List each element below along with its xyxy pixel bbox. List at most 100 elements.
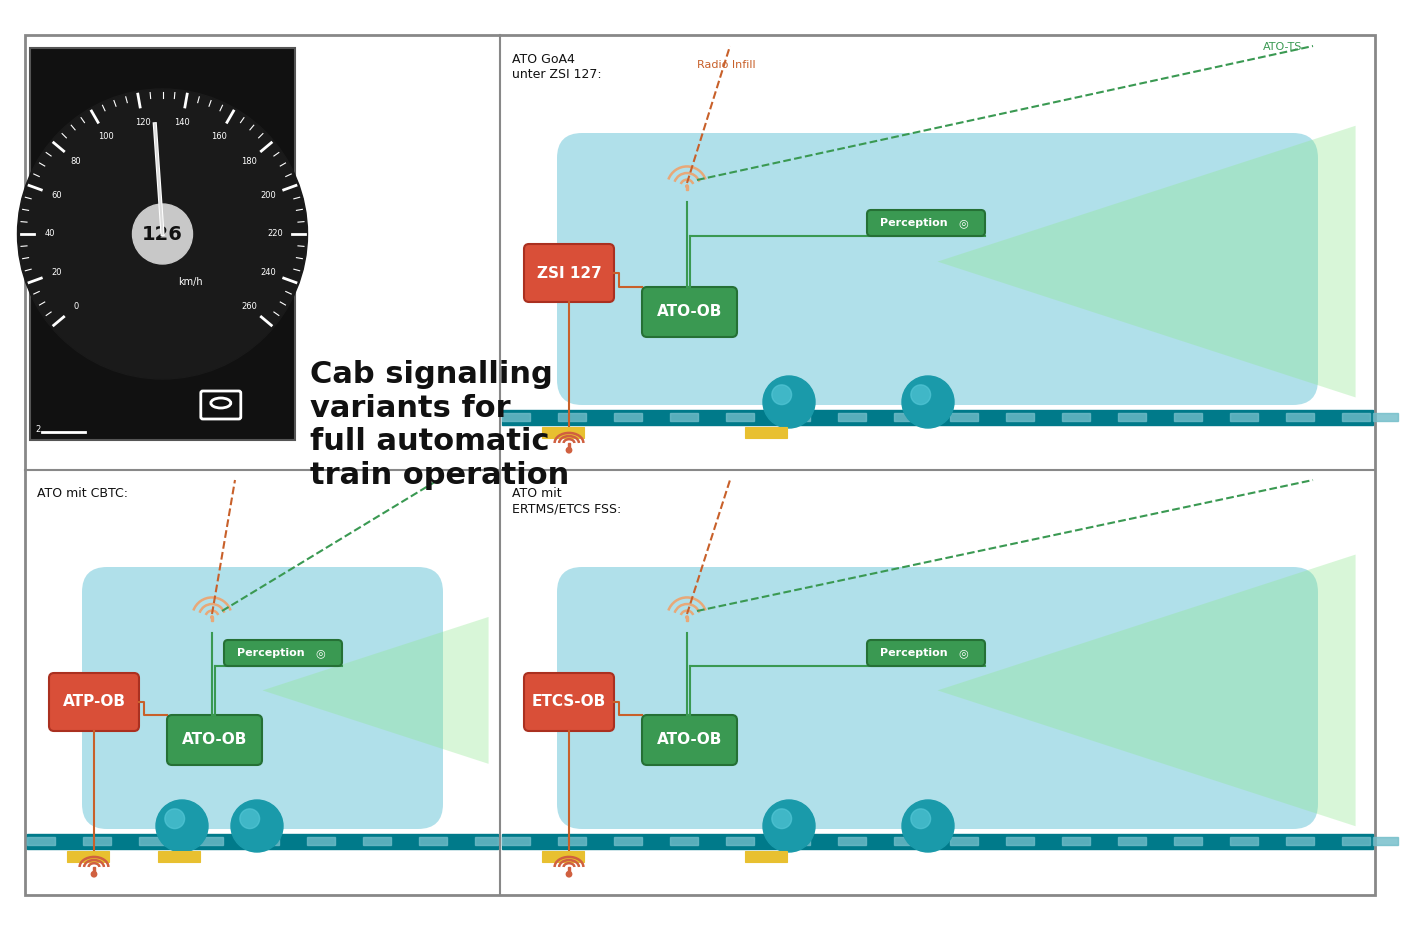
Bar xyxy=(1342,837,1370,845)
Text: Perception: Perception xyxy=(880,648,948,658)
FancyBboxPatch shape xyxy=(167,715,262,765)
Bar xyxy=(894,837,922,845)
Bar xyxy=(685,186,688,191)
Bar xyxy=(27,834,497,849)
Bar xyxy=(1174,837,1202,845)
Bar xyxy=(614,413,642,421)
Text: 200: 200 xyxy=(261,191,276,200)
Bar xyxy=(614,837,642,845)
Text: ◎: ◎ xyxy=(958,218,968,228)
Bar xyxy=(670,837,698,845)
Text: Radio Infill: Radio Infill xyxy=(698,60,755,70)
Bar xyxy=(1006,413,1034,421)
Circle shape xyxy=(685,185,688,188)
FancyBboxPatch shape xyxy=(642,287,737,337)
Text: 220: 220 xyxy=(268,230,283,238)
Text: 120: 120 xyxy=(134,119,151,127)
Bar xyxy=(1062,837,1090,845)
Bar xyxy=(363,837,391,845)
Circle shape xyxy=(772,385,792,404)
Text: ATO-OB: ATO-OB xyxy=(182,732,247,747)
Text: 100: 100 xyxy=(98,132,113,141)
Bar xyxy=(158,851,200,862)
Bar xyxy=(558,837,586,845)
FancyBboxPatch shape xyxy=(524,244,614,302)
Bar xyxy=(726,837,754,845)
Bar xyxy=(542,851,584,862)
Bar xyxy=(27,472,497,892)
Bar xyxy=(195,837,223,845)
Bar xyxy=(838,413,866,421)
Circle shape xyxy=(685,616,688,618)
Bar xyxy=(838,837,866,845)
FancyBboxPatch shape xyxy=(524,673,614,731)
Bar xyxy=(139,837,167,845)
Circle shape xyxy=(902,376,954,428)
Circle shape xyxy=(240,809,259,828)
Polygon shape xyxy=(937,126,1356,398)
Bar xyxy=(1373,837,1398,845)
Text: ZSI 127: ZSI 127 xyxy=(537,265,601,280)
Circle shape xyxy=(17,89,307,379)
Bar xyxy=(307,837,335,845)
Bar xyxy=(475,837,497,845)
Text: 160: 160 xyxy=(212,132,227,141)
Bar xyxy=(670,413,698,421)
Bar xyxy=(1118,413,1146,421)
FancyBboxPatch shape xyxy=(642,715,737,765)
FancyBboxPatch shape xyxy=(49,673,139,731)
FancyBboxPatch shape xyxy=(83,567,443,829)
Circle shape xyxy=(902,800,954,852)
Bar xyxy=(950,413,978,421)
Bar xyxy=(745,427,787,438)
Text: 126: 126 xyxy=(142,224,184,244)
Circle shape xyxy=(231,800,283,852)
Circle shape xyxy=(764,800,815,852)
FancyBboxPatch shape xyxy=(867,640,985,666)
Bar xyxy=(1006,837,1034,845)
Text: ETCS-OB: ETCS-OB xyxy=(532,695,607,710)
Bar xyxy=(567,867,570,874)
Polygon shape xyxy=(262,617,489,764)
Polygon shape xyxy=(937,555,1356,827)
Bar xyxy=(782,837,810,845)
Text: ATO-OB: ATO-OB xyxy=(657,732,722,747)
FancyBboxPatch shape xyxy=(558,133,1318,405)
Bar xyxy=(92,867,95,874)
Text: 2: 2 xyxy=(35,425,41,434)
Bar xyxy=(251,837,279,845)
Text: km/h: km/h xyxy=(178,277,203,287)
Circle shape xyxy=(911,385,930,404)
Bar xyxy=(894,413,922,421)
FancyBboxPatch shape xyxy=(867,210,985,236)
Bar xyxy=(27,837,55,845)
Text: ◎: ◎ xyxy=(958,648,968,658)
Bar xyxy=(1230,837,1258,845)
Bar xyxy=(782,413,810,421)
Text: ATO-TS: ATO-TS xyxy=(1262,42,1303,52)
Bar xyxy=(1118,837,1146,845)
Bar xyxy=(1286,413,1314,421)
Text: 40: 40 xyxy=(45,230,55,238)
Text: ◎: ◎ xyxy=(315,648,325,658)
Bar xyxy=(502,413,530,421)
Circle shape xyxy=(566,447,572,453)
Text: ATO mit CBTC:: ATO mit CBTC: xyxy=(36,487,127,500)
Bar xyxy=(685,617,688,621)
Bar xyxy=(83,837,111,845)
Bar xyxy=(502,410,1373,425)
Circle shape xyxy=(165,809,185,828)
Text: 20: 20 xyxy=(50,268,62,277)
Bar xyxy=(1373,413,1398,421)
FancyBboxPatch shape xyxy=(224,640,342,666)
FancyBboxPatch shape xyxy=(558,567,1318,829)
Text: ATO GoA4
unter ZSI 127:: ATO GoA4 unter ZSI 127: xyxy=(511,53,601,81)
Text: 260: 260 xyxy=(241,302,256,311)
Bar xyxy=(29,48,296,440)
Circle shape xyxy=(772,809,792,828)
Bar xyxy=(726,413,754,421)
Text: 0: 0 xyxy=(73,302,78,311)
Circle shape xyxy=(156,800,207,852)
Bar xyxy=(502,38,1373,468)
Bar xyxy=(502,834,1373,849)
